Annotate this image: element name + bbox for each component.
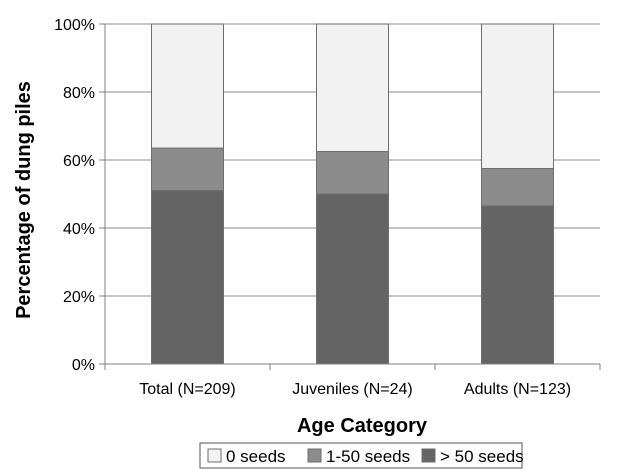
- y-tick-label: 40%: [63, 221, 95, 238]
- x-tick-label: Juveniles (N=24): [292, 381, 413, 398]
- x-axis-title: Age Category: [297, 415, 428, 437]
- bar-segment-1-50-seeds: [316, 151, 389, 195]
- legend-label: > 50 seeds: [440, 447, 524, 466]
- bar-segment-1-50-seeds: [151, 147, 224, 192]
- x-tick-label: Adults (N=123): [464, 381, 571, 398]
- bar-segment-over-50-seeds: [481, 205, 554, 365]
- axes: [99, 23, 601, 370]
- x-tick-label: Total (N=209): [139, 381, 236, 398]
- y-tick-label: 100%: [54, 17, 95, 34]
- y-tick-label: 20%: [63, 289, 95, 306]
- legend-label: 1-50 seeds: [326, 447, 410, 466]
- y-tick-label: 80%: [63, 85, 95, 102]
- legend-swatch: [307, 448, 322, 463]
- bar-segment-1-50-seeds: [481, 168, 554, 207]
- legend-label: 0 seeds: [226, 447, 286, 466]
- y-tick-labels: 0% 20% 40% 60% 80% 100%: [54, 17, 95, 374]
- legend-box: [199, 442, 523, 469]
- legend-swatch: [421, 448, 436, 463]
- bar-segment-0-seeds: [316, 23, 389, 152]
- legend: 0 seeds 1-50 seeds > 50 seeds: [199, 442, 524, 469]
- bar-segment-over-50-seeds: [151, 190, 224, 365]
- bar-segment-0-seeds: [151, 23, 224, 149]
- y-tick-label: 0%: [72, 357, 95, 374]
- bar-segment-0-seeds: [481, 23, 554, 169]
- bar-segment-over-50-seeds: [316, 193, 389, 365]
- y-axis-title: Percentage of dung piles: [13, 81, 35, 319]
- legend-swatch: [207, 448, 222, 463]
- bars: [151, 23, 554, 365]
- x-tick-labels: Total (N=209) Juveniles (N=24) Adults (N=1…: [139, 381, 571, 398]
- y-tick-label: 60%: [63, 153, 95, 170]
